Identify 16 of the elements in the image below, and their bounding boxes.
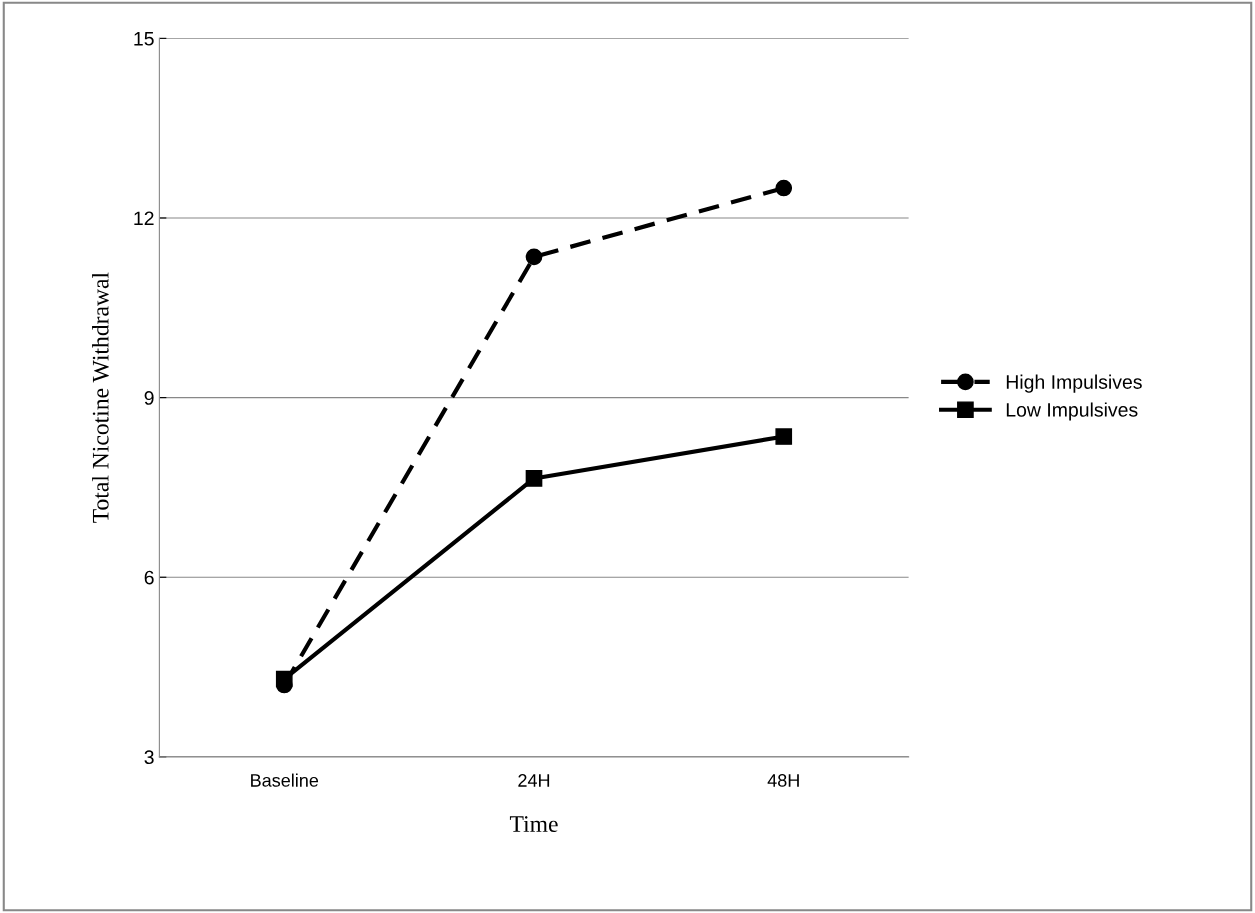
legend-label: High Impulsives <box>1006 374 1142 393</box>
y-tick-label: 12 <box>134 211 154 226</box>
point <box>525 470 543 487</box>
point <box>525 248 543 266</box>
x-axis-title: Time <box>509 816 558 832</box>
point <box>775 428 793 445</box>
x-tick-label: 24H <box>518 774 550 787</box>
legend-label: Low Impulsives <box>1006 402 1138 421</box>
point <box>775 179 793 197</box>
y-tick-label: 9 <box>144 391 154 405</box>
y-axis-title: Total Nicotine Withdrawal <box>92 272 109 523</box>
y-tick-label: 6 <box>144 570 154 585</box>
y-tick-label: 15 <box>134 32 154 46</box>
y-tick-label: 3 <box>144 750 154 765</box>
x-tick-label: 48H <box>767 774 799 787</box>
x-tick-label: Baseline <box>251 773 319 787</box>
